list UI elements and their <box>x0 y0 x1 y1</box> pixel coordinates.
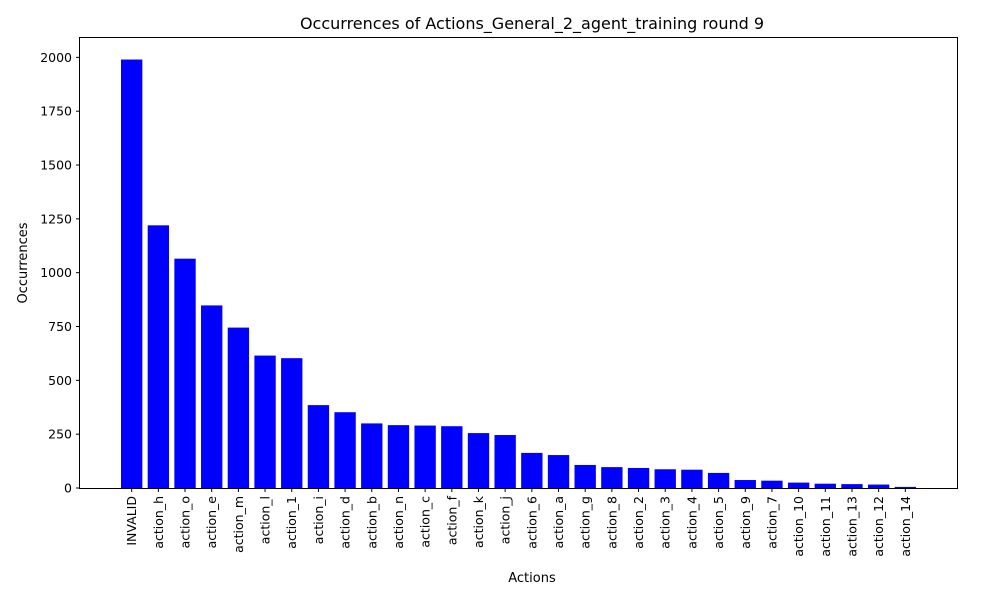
x-tick-label: action_d <box>338 496 353 549</box>
x-axis: INVALID action_h action_o action_e action_m a… <box>124 488 913 557</box>
x-tick-label: action_4 <box>684 496 699 549</box>
bar-action_m <box>227 327 250 488</box>
bar-action_i <box>307 405 330 488</box>
y-tick-label: 0 <box>64 481 72 496</box>
y-tick-label: 500 <box>48 373 72 388</box>
bar-action_c <box>414 425 436 488</box>
x-tick-label: action_f <box>444 495 459 545</box>
x-tick-label: action_o <box>178 496 193 548</box>
y-tick-label: 1750 <box>40 104 72 119</box>
x-tick-label: action_m <box>231 496 246 553</box>
bar-action_5 <box>707 472 730 488</box>
bar-action_k <box>467 433 490 488</box>
bar-action_g <box>574 464 596 488</box>
bar-action_n <box>387 425 410 488</box>
y-tick-label: 1500 <box>40 158 72 173</box>
x-tick-label: action_j <box>498 496 513 544</box>
bar-action_8 <box>601 467 623 488</box>
bar-action_f <box>441 426 463 488</box>
x-tick-label: action_7 <box>764 496 779 549</box>
bar-action_2 <box>627 467 650 488</box>
bar-action_7 <box>761 480 783 488</box>
x-tick-label: action_2 <box>631 496 646 549</box>
bar-action_h <box>147 225 170 488</box>
bar-action_9 <box>734 480 756 488</box>
x-tick-label: action_n <box>391 496 406 549</box>
y-tick-label: 2000 <box>40 50 72 65</box>
bar-action_j <box>494 435 516 488</box>
bar-action_10 <box>787 482 810 488</box>
chart-title: Occurrences of Actions_General_2_agent_t… <box>300 14 764 34</box>
x-tick-label: action_i <box>311 496 326 544</box>
x-tick-label: action_9 <box>738 496 753 549</box>
x-tick-label: action_14 <box>898 496 913 557</box>
y-axis-title: Occurrences <box>16 222 31 303</box>
y-tick-label: 750 <box>48 319 72 334</box>
x-tick-label: action_13 <box>844 496 859 557</box>
bar-action_b <box>361 423 383 488</box>
x-tick-label: action_l <box>258 496 273 544</box>
x-tick-label: action_3 <box>658 496 673 549</box>
x-tick-label: action_1 <box>284 496 299 549</box>
bar-action_o <box>174 258 196 488</box>
x-tick-label: action_a <box>551 496 566 548</box>
x-tick-label: action_5 <box>711 496 726 549</box>
bar-invalid <box>121 59 143 488</box>
bar-action_d <box>334 412 356 488</box>
bar-action_1 <box>281 358 303 488</box>
x-tick-label: action_e <box>204 496 219 549</box>
x-axis-title: Actions <box>508 571 556 586</box>
bar-action_11 <box>814 483 836 488</box>
y-axis: 0 250 500 750 1000 1250 1500 1750 2000 <box>40 50 80 496</box>
x-tick-label: action_8 <box>604 496 619 549</box>
x-tick-label: action_11 <box>818 496 833 557</box>
x-tick-label: action_h <box>151 496 166 549</box>
bar-action_12 <box>867 484 890 488</box>
bar-action_3 <box>654 469 676 488</box>
x-tick-label: INVALID <box>124 496 139 546</box>
x-tick-label: action_c <box>418 496 433 548</box>
x-tick-label: action_10 <box>791 496 806 557</box>
y-tick-label: 250 <box>48 427 72 442</box>
bar-action_6 <box>521 452 543 488</box>
bar-action_a <box>547 455 570 488</box>
bar-action_e <box>201 305 223 488</box>
x-tick-label: action_k <box>471 495 486 548</box>
x-tick-label: action_b <box>364 496 379 549</box>
bar-action_13 <box>841 484 863 488</box>
bar-action_l <box>254 355 276 488</box>
bar-action_14 <box>894 486 916 488</box>
x-tick-label: action_12 <box>871 496 886 557</box>
bar-action_4 <box>681 469 703 488</box>
x-tick-label: action_6 <box>524 496 539 549</box>
bars-group <box>121 59 916 488</box>
y-tick-label: 1000 <box>40 265 72 280</box>
plot-frame <box>79 37 958 489</box>
y-tick-label: 1250 <box>40 211 72 226</box>
x-tick-label: action_g <box>578 496 593 549</box>
